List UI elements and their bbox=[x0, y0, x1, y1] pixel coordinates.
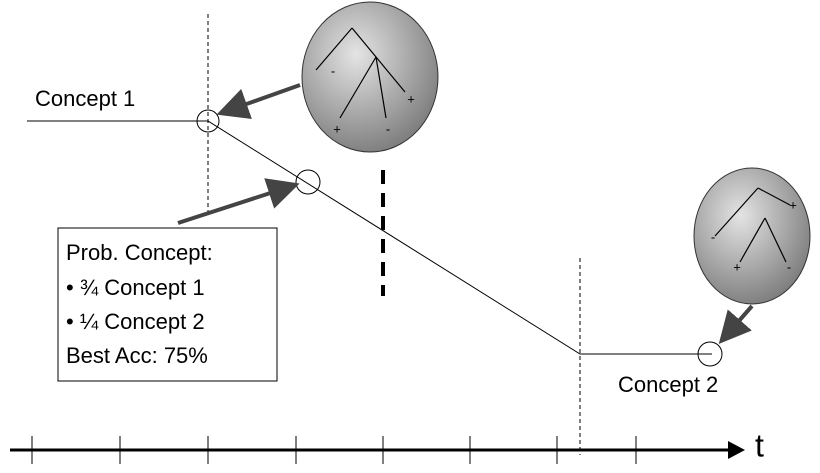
box-line: Best Acc: 75% bbox=[66, 343, 208, 368]
box-line: • ¼ Concept 2 bbox=[66, 309, 205, 334]
leaf-sign: - bbox=[787, 259, 791, 274]
leaf-sign: + bbox=[733, 259, 741, 274]
box-line: Prob. Concept: bbox=[66, 240, 213, 265]
tree bbox=[315, 27, 406, 119]
info-box bbox=[57, 227, 278, 382]
arrow bbox=[216, 83, 301, 120]
leaf-sign: + bbox=[333, 121, 341, 136]
leaf-sign: + bbox=[407, 91, 415, 106]
arrow bbox=[718, 304, 754, 345]
point-marker bbox=[196, 109, 220, 133]
concept-label: Concept 2 bbox=[618, 372, 718, 397]
model-bubble bbox=[693, 167, 811, 305]
leaf-sign: + bbox=[789, 197, 797, 212]
point-marker bbox=[295, 169, 321, 195]
concept-label: Concept 1 bbox=[35, 86, 135, 111]
axis-label: t bbox=[755, 427, 764, 463]
arrow bbox=[177, 178, 300, 225]
concept-path bbox=[27, 120, 712, 355]
axis-ticks bbox=[31, 436, 637, 464]
model-bubble bbox=[301, 1, 439, 153]
axis-arrowhead bbox=[728, 441, 745, 459]
point-marker bbox=[697, 341, 723, 367]
leaf-sign: - bbox=[386, 121, 390, 136]
leaf-sign: - bbox=[711, 229, 715, 244]
box-line: • ¾ Concept 1 bbox=[66, 275, 205, 300]
leaf-sign: - bbox=[331, 63, 335, 78]
tree bbox=[714, 187, 791, 263]
